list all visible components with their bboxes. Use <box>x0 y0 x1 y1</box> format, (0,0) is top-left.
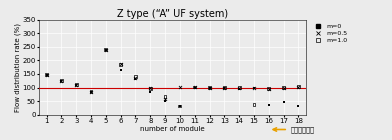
Point <box>44 73 50 76</box>
Point <box>177 105 183 107</box>
Point <box>132 76 139 78</box>
Point <box>88 91 94 93</box>
Point <box>177 105 183 107</box>
Point <box>118 63 124 66</box>
Point <box>192 86 198 88</box>
Point <box>206 87 212 89</box>
Point <box>73 84 79 86</box>
Point <box>58 80 65 82</box>
Point <box>103 49 109 51</box>
Point <box>192 87 198 89</box>
Title: Z type (“A” UF system): Z type (“A” UF system) <box>117 9 228 19</box>
Point <box>118 63 124 66</box>
Point <box>147 87 153 90</box>
Point <box>88 91 94 94</box>
Legend: m=0, m=0.5, m=1.0: m=0, m=0.5, m=1.0 <box>312 23 348 44</box>
Point <box>295 86 301 88</box>
Point <box>266 104 272 106</box>
Point <box>58 80 65 82</box>
Point <box>177 86 183 88</box>
Point <box>206 87 212 89</box>
Point <box>88 91 94 93</box>
Point <box>147 91 153 94</box>
Point <box>236 87 242 89</box>
Point <box>147 87 153 90</box>
Point <box>162 100 168 102</box>
Point <box>44 73 50 76</box>
Text: 원수유입방향: 원수유입방향 <box>291 126 315 133</box>
Point <box>221 87 227 89</box>
Point <box>221 87 227 90</box>
Point <box>280 87 287 89</box>
Point <box>103 48 109 51</box>
Point <box>132 77 139 79</box>
X-axis label: number of module: number of module <box>140 126 205 132</box>
Point <box>236 87 242 89</box>
Point <box>251 87 257 89</box>
Point <box>192 86 198 88</box>
Point <box>266 87 272 90</box>
Point <box>162 95 168 97</box>
Point <box>44 73 50 76</box>
Point <box>103 49 109 51</box>
Point <box>73 84 79 86</box>
Point <box>266 88 272 90</box>
Point <box>162 98 168 100</box>
Point <box>58 80 65 82</box>
Y-axis label: Flow distribution rate (%): Flow distribution rate (%) <box>15 23 21 112</box>
Point <box>280 87 287 89</box>
Point <box>206 87 212 89</box>
Point <box>221 87 227 89</box>
Point <box>118 69 124 71</box>
Point <box>132 78 139 80</box>
Point <box>251 87 257 89</box>
Point <box>73 83 79 85</box>
Point <box>295 105 301 107</box>
Point <box>236 88 242 90</box>
Point <box>280 101 287 103</box>
Point <box>251 103 257 106</box>
Point <box>295 86 301 88</box>
